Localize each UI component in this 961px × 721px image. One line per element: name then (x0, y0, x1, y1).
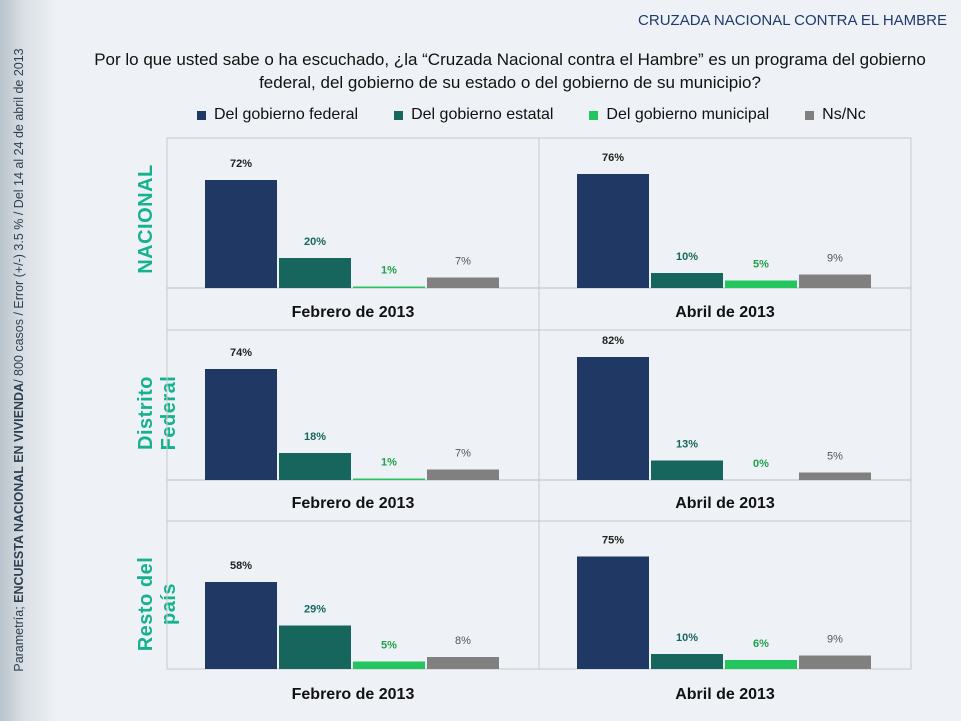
bar-federal (577, 357, 649, 480)
bar-nsnc (427, 657, 499, 669)
bar-nsnc (427, 469, 499, 480)
bar-municipal (725, 280, 797, 288)
bar-estatal (279, 258, 351, 288)
x-axis-label: Abril de 2013 (675, 495, 775, 512)
bar-federal (205, 180, 277, 288)
legend-label: Del gobierno federal (214, 106, 359, 123)
legend-item-nsnc: Ns/Nc (805, 106, 866, 124)
bar-municipal (353, 286, 425, 288)
bar-municipal (353, 661, 425, 669)
question-text: Por lo que usted sabe o ha escuchado, ¿l… (94, 50, 926, 92)
data-label: 74% (230, 347, 252, 359)
legend-swatch (394, 110, 404, 120)
data-label: 5% (827, 451, 843, 463)
x-axis-label: Febrero de 2013 (292, 686, 415, 703)
data-label: 1% (381, 265, 397, 277)
data-label: 5% (753, 259, 769, 271)
data-label: 29% (304, 604, 326, 616)
data-label: 58% (230, 560, 252, 572)
data-label: 18% (304, 431, 326, 443)
data-label: 1% (381, 457, 397, 469)
legend-label: Del gobierno municipal (606, 106, 770, 123)
bar-estatal (651, 460, 723, 480)
chart-frame (166, 137, 912, 670)
data-label: 10% (676, 632, 698, 644)
data-label: 6% (753, 638, 769, 650)
data-label: 7% (455, 448, 471, 460)
data-label: 20% (304, 236, 326, 248)
bar-nsnc (799, 655, 871, 669)
section-title: CRUZADA NACIONAL CONTRA EL HAMBRE (638, 12, 947, 29)
bar-federal (205, 582, 277, 669)
bar-estatal (651, 654, 723, 669)
bar-estatal (651, 273, 723, 288)
data-label: 82% (602, 335, 624, 347)
bar-federal (577, 174, 649, 288)
data-label: 9% (827, 634, 843, 646)
legend-swatch (197, 110, 206, 120)
data-label: 9% (827, 253, 843, 265)
x-axis-label: Febrero de 2013 (292, 495, 415, 512)
data-label: 0% (753, 458, 769, 470)
data-label: 10% (676, 251, 698, 263)
bar-municipal (353, 478, 425, 480)
x-axis-label: Febrero de 2013 (292, 304, 415, 321)
legend: Del gobierno federal Del gobierno estata… (197, 106, 866, 124)
x-axis-label: Abril de 2013 (675, 304, 775, 321)
legend-swatch (589, 110, 599, 120)
bar-estatal (279, 453, 351, 480)
legend-label: Del gobierno estatal (411, 106, 554, 123)
data-label: 8% (455, 635, 471, 647)
decorative-sidebar (0, 0, 58, 721)
data-label: 7% (455, 256, 471, 268)
data-label: 13% (676, 439, 698, 451)
data-label: 72% (230, 158, 252, 170)
data-label: 5% (381, 640, 397, 652)
bar-nsnc (799, 274, 871, 288)
legend-item-municipal: Del gobierno municipal (589, 106, 769, 124)
legend-item-estatal: Del gobierno estatal (394, 106, 553, 124)
data-label: 75% (602, 535, 624, 547)
legend-swatch (805, 110, 815, 120)
x-axis-label: Abril de 2013 (675, 686, 775, 703)
bar-nsnc (427, 277, 499, 288)
bar-nsnc (799, 472, 871, 480)
legend-label: Ns/Nc (822, 106, 866, 123)
legend-item-federal: Del gobierno federal (197, 106, 358, 124)
bar-municipal (725, 660, 797, 669)
bar-estatal (279, 625, 351, 669)
bar-federal (205, 369, 277, 480)
bar-federal (577, 556, 649, 669)
data-label: 76% (602, 152, 624, 164)
